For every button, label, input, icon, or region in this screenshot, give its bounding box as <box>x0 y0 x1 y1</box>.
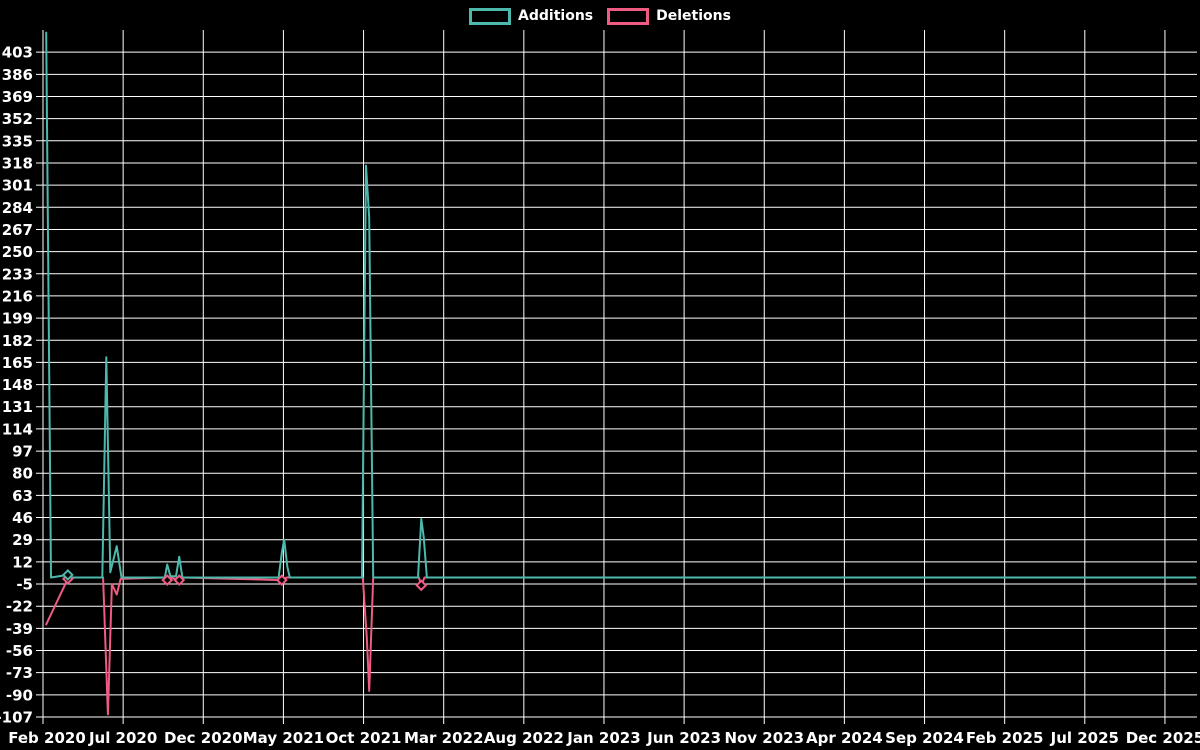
y-tick-label: -39 <box>6 620 33 638</box>
axis-labels: 403 386 369 352 335 318 301 284 267 250 233 216 199 1… <box>0 44 1200 747</box>
deletions-legend-label: Deletions <box>656 8 731 24</box>
deletions-line <box>45 576 1197 716</box>
x-tick-label: Mar 2022 <box>404 729 483 747</box>
y-tick-label: 12 <box>12 553 33 571</box>
x-tick-label: Feb 2025 <box>966 729 1044 747</box>
y-tick-label: 318 <box>2 154 33 172</box>
x-tick-label: Apr 2024 <box>806 729 883 747</box>
y-tick-label: 352 <box>2 110 33 128</box>
y-tick-label: 403 <box>2 44 33 62</box>
x-tick-label: Dec 2025 <box>1126 729 1200 747</box>
y-tick-label: 386 <box>2 66 33 84</box>
x-tick-label: Nov 2023 <box>724 729 804 747</box>
deletions-swatch-icon <box>607 7 650 25</box>
x-tick-label: Jan 2023 <box>566 729 640 747</box>
y-tick-label: 216 <box>2 287 33 305</box>
deletions-point-marker-icon <box>415 579 428 592</box>
y-tick-label: 182 <box>2 332 33 350</box>
y-tick-label: 165 <box>2 354 33 372</box>
y-tick-label: 80 <box>12 465 33 483</box>
y-tick-label: 301 <box>2 177 33 195</box>
y-tick-label: 46 <box>12 509 33 527</box>
x-tick-label: Jul 2025 <box>1050 729 1119 747</box>
additions-swatch-icon <box>469 7 512 25</box>
x-tick-label: Jun 2023 <box>646 729 721 747</box>
series-lines <box>45 31 1197 716</box>
legend-item-deletions[interactable]: Deletions <box>607 6 731 26</box>
y-tick-label: 114 <box>2 420 33 438</box>
x-tick-label: Feb 2020 <box>8 729 86 747</box>
deletions-point-marker-icon <box>161 574 174 587</box>
additions-legend-label: Additions <box>518 8 594 24</box>
y-tick-label: 284 <box>2 199 33 217</box>
y-tick-label: 369 <box>2 88 33 106</box>
legend-item-additions[interactable]: Additions <box>469 6 593 26</box>
x-tick-label: Oct 2021 <box>326 729 402 747</box>
x-tick-label: Jul 2020 <box>88 729 157 747</box>
gridlines <box>36 30 1197 724</box>
additions-point-marker-icon <box>61 568 74 581</box>
deletions-point-marker-icon <box>173 574 186 587</box>
y-tick-label: 63 <box>12 487 33 505</box>
y-tick-label: 97 <box>12 443 33 461</box>
x-tick-label: May 2021 <box>243 729 324 747</box>
y-tick-label: -5 <box>16 576 33 594</box>
y-tick-label: 131 <box>2 398 33 416</box>
y-tick-label: 233 <box>2 265 33 283</box>
y-tick-label: 199 <box>2 310 33 328</box>
deletions-point-marker-icon <box>275 574 288 587</box>
y-tick-label: -107 <box>0 709 33 727</box>
y-tick-label: -90 <box>6 686 33 704</box>
y-tick-label: -56 <box>6 642 33 660</box>
y-tick-label: -22 <box>6 598 33 616</box>
x-tick-label: Sep 2024 <box>885 729 964 747</box>
y-tick-label: 29 <box>12 531 33 549</box>
y-tick-label: 250 <box>2 243 33 261</box>
x-tick-label: Aug 2022 <box>484 729 564 747</box>
point-markers <box>61 568 428 592</box>
y-tick-label: 335 <box>2 132 33 150</box>
chart-legend: Additions Deletions <box>0 6 1200 26</box>
y-tick-label: -73 <box>6 664 33 682</box>
y-tick-label: 148 <box>2 376 33 394</box>
x-tick-label: Dec 2020 <box>164 729 243 747</box>
y-tick-label: 267 <box>2 221 33 239</box>
